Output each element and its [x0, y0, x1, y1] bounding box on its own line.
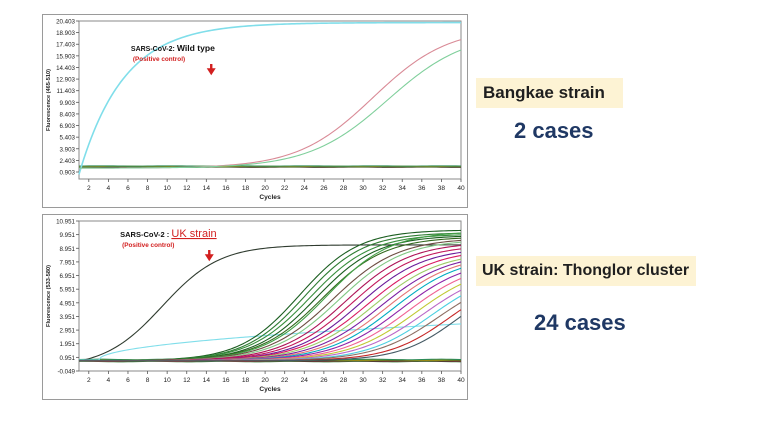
- uk-strain-case-count: 24 cases: [534, 310, 626, 335]
- x-tick-label: 10: [163, 185, 171, 192]
- annotation-prefix: SARS-CoV-2:: [131, 46, 177, 53]
- wild-type-amplification-chart: 0.903 2.403 3.903 5.403 6.903 8.403 9.903 11.40…: [46, 19, 465, 202]
- annotation-title: SARS-CoV-2: Wild type: [131, 43, 215, 53]
- y-tick-label: 4.951: [60, 300, 76, 307]
- y-tick-label: 18.903: [56, 30, 75, 37]
- x-tick-label: 14: [203, 377, 211, 384]
- x-tick-label: 22: [281, 185, 289, 192]
- annotation-subtitle: (Positive control): [122, 242, 174, 249]
- x-tick-label: 30: [359, 377, 367, 384]
- y-tick-label: 3.903: [60, 146, 76, 153]
- y-tick-label: 8.951: [60, 246, 76, 253]
- y-tick-label: 12.903: [56, 77, 75, 84]
- y-tick-label: 0.903: [60, 170, 76, 177]
- bangkae-strain-label: Bangkae strain: [476, 78, 623, 108]
- plot-area: [78, 220, 462, 372]
- y-tick-label: -0.049: [57, 369, 75, 376]
- amplification-curve: [79, 323, 462, 361]
- y-tick-label: 9.951: [60, 232, 76, 239]
- y-tick-label: 10.951: [56, 219, 75, 226]
- amplification-curve: [78, 49, 462, 169]
- x-tick-label: 4: [107, 185, 111, 192]
- x-tick-label: 4: [107, 377, 111, 384]
- bangkae-case-count: 2 cases: [514, 118, 594, 143]
- top-chart-panel: 0.903 2.403 3.903 5.403 6.903 8.403 9.903 11.40…: [42, 14, 468, 208]
- annotation-strain-name: UK strain: [171, 228, 216, 240]
- arrow-head-icon: [204, 254, 214, 262]
- amplification-curve: [78, 21, 461, 175]
- x-axis-title: Cycles: [259, 386, 281, 393]
- y-axis-title: Fluorescence (533-580): [46, 265, 52, 327]
- y-tick-label: 2.403: [60, 158, 76, 165]
- y-tick-label: 9.903: [60, 100, 76, 107]
- y-tick-label: 6.951: [60, 273, 76, 280]
- uk-strain-amplification-chart: -0.049 0.951 1.951 2.951 3.951 4.951 5.951 6.95…: [46, 219, 465, 394]
- y-tick-label: 11.403: [57, 88, 76, 95]
- x-tick-label: 34: [399, 185, 407, 192]
- uk-strain-cluster-label: UK strain: Thonglor cluster: [476, 256, 696, 286]
- x-tick-label: 20: [261, 185, 269, 192]
- x-tick-label: 8: [146, 377, 150, 384]
- x-tick-label: 38: [438, 377, 446, 384]
- y-tick-label: 8.403: [60, 111, 76, 118]
- y-tick-label: 14.403: [56, 65, 75, 72]
- y-tick-label: 5.951: [60, 287, 76, 294]
- x-tick-label: 30: [359, 185, 367, 192]
- y-tick-label: 7.951: [60, 259, 76, 266]
- arrow-head-icon: [206, 68, 216, 76]
- x-tick-label: 6: [126, 185, 130, 192]
- x-tick-label: 2: [87, 185, 91, 192]
- x-tick-label: 20: [261, 377, 269, 384]
- x-tick-label: 24: [301, 377, 309, 384]
- plot-area: [78, 20, 462, 180]
- x-tick-label: 12: [183, 185, 191, 192]
- x-tick-label: 34: [399, 377, 407, 384]
- x-axis-title: Cycles: [259, 194, 281, 201]
- y-tick-label: 15.903: [56, 53, 75, 60]
- x-tick-label: 16: [222, 377, 230, 384]
- annotation-subtitle: (Positive control): [133, 56, 185, 63]
- x-tick-label: 26: [320, 377, 328, 384]
- x-tick-label: 2: [87, 377, 91, 384]
- x-tick-label: 32: [379, 185, 387, 192]
- x-tick-label: 40: [457, 377, 465, 384]
- x-tick-label: 10: [163, 377, 171, 384]
- x-tick-label: 14: [203, 185, 211, 192]
- x-tick-label: 28: [340, 377, 348, 384]
- annotation-strain-name: Wild type: [177, 43, 215, 53]
- y-tick-label: 5.403: [60, 135, 76, 142]
- y-tick-label: 3.951: [60, 314, 76, 321]
- x-tick-label: 12: [183, 377, 191, 384]
- y-tick-label: 6.903: [60, 123, 76, 130]
- y-tick-label: 1.951: [60, 341, 76, 348]
- y-tick-label: 2.951: [60, 328, 76, 335]
- x-tick-label: 28: [340, 185, 348, 192]
- x-tick-label: 36: [418, 377, 426, 384]
- x-tick-label: 16: [222, 185, 230, 192]
- x-tick-label: 8: [146, 185, 150, 192]
- x-tick-label: 18: [242, 377, 250, 384]
- bottom-chart-panel: -0.049 0.951 1.951 2.951 3.951 4.951 5.951 6.95…: [42, 214, 468, 400]
- y-tick-label: 20.403: [56, 19, 75, 26]
- x-tick-label: 36: [418, 185, 426, 192]
- x-tick-label: 24: [301, 185, 309, 192]
- y-tick-label: 17.403: [56, 42, 75, 49]
- y-axis-title: Fluorescence (465-510): [46, 69, 52, 131]
- x-tick-label: 6: [126, 377, 130, 384]
- x-tick-label: 38: [438, 185, 446, 192]
- amplification-curve: [78, 244, 461, 362]
- annotation-title: SARS-CoV-2 : UK strain: [120, 228, 217, 240]
- y-tick-label: 0.951: [60, 355, 76, 362]
- annotation-prefix: SARS-CoV-2 :: [120, 230, 171, 239]
- x-tick-label: 18: [242, 185, 250, 192]
- x-tick-label: 40: [457, 185, 465, 192]
- amplification-curve: [79, 315, 462, 362]
- x-tick-label: 32: [379, 377, 387, 384]
- x-tick-label: 22: [281, 377, 289, 384]
- x-tick-label: 26: [320, 185, 328, 192]
